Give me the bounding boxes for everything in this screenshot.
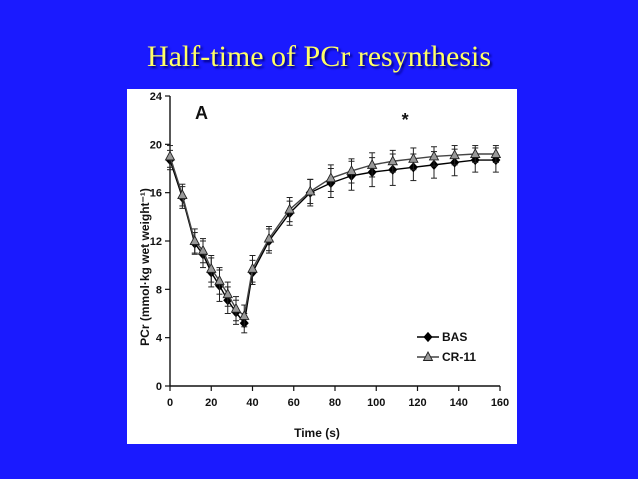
slide-title: Half-time of PCr resynthesis: [146, 40, 492, 73]
data-point: [408, 152, 419, 163]
data-point: [189, 235, 200, 245]
x-tick-label: 40: [246, 397, 258, 409]
data-point: [222, 288, 233, 299]
plot-area: *: [164, 110, 502, 334]
legend-label: CR-11: [442, 350, 476, 364]
chart-figure: A Time (s) PCr (mmol·kg wet weight⁻¹) 0 4…: [127, 89, 517, 444]
y-tick-label: 16: [150, 188, 162, 200]
panel-label: A: [195, 103, 208, 123]
data-point: [214, 274, 225, 285]
series-cr-11: [164, 145, 502, 328]
y-tick-label: 12: [150, 236, 162, 248]
data-point: [164, 150, 176, 161]
y-tick-label: 24: [150, 91, 163, 103]
data-point: [366, 158, 378, 169]
data-point: [470, 148, 481, 158]
data-point: [387, 155, 398, 166]
data-point: [305, 185, 316, 196]
legend-marker: [423, 331, 433, 343]
data-point: [177, 189, 188, 200]
data-point: [325, 172, 337, 183]
x-tick-label: 80: [329, 397, 341, 409]
data-point: [239, 309, 250, 320]
data-point: [197, 244, 209, 255]
x-tick-label: 0: [167, 397, 173, 409]
data-point: [449, 149, 460, 160]
x-tick-label: 60: [288, 397, 300, 409]
significance-marker: *: [402, 110, 409, 130]
data-point: [346, 164, 357, 175]
y-tick-label: 0: [156, 381, 162, 393]
series-line: [169, 159, 496, 325]
axes: 0 4 8 12 16 20 24 0 20 40 60 80 100 120 140 160: [150, 91, 509, 409]
y-tick-label: 4: [156, 333, 163, 345]
y-tick-label: 8: [156, 284, 162, 296]
data-point: [206, 262, 217, 273]
series-line: [169, 153, 496, 318]
x-tick-label: 20: [205, 397, 217, 409]
x-tick-label: 140: [450, 397, 468, 409]
data-point: [284, 203, 295, 214]
x-tick-label: 100: [367, 397, 385, 409]
legend-label: BAS: [442, 330, 467, 344]
data-point: [230, 302, 242, 313]
legend: BAS CR-11: [417, 330, 476, 364]
data-point: [428, 150, 440, 161]
x-axis-title: Time (s): [294, 426, 340, 440]
x-tick-label: 120: [408, 397, 426, 409]
data-point: [490, 148, 502, 158]
data-point: [263, 232, 275, 243]
x-tick-label: 160: [491, 397, 509, 409]
legend-marker: [422, 351, 434, 361]
y-tick-label: 20: [150, 139, 162, 151]
pcr-chart: A Time (s) PCr (mmol·kg wet weight⁻¹) 0 4…: [138, 91, 509, 440]
series-bas: [165, 147, 501, 334]
y-axis-title: PCr (mmol·kg wet weight⁻¹): [138, 188, 152, 346]
data-point: [247, 262, 258, 273]
